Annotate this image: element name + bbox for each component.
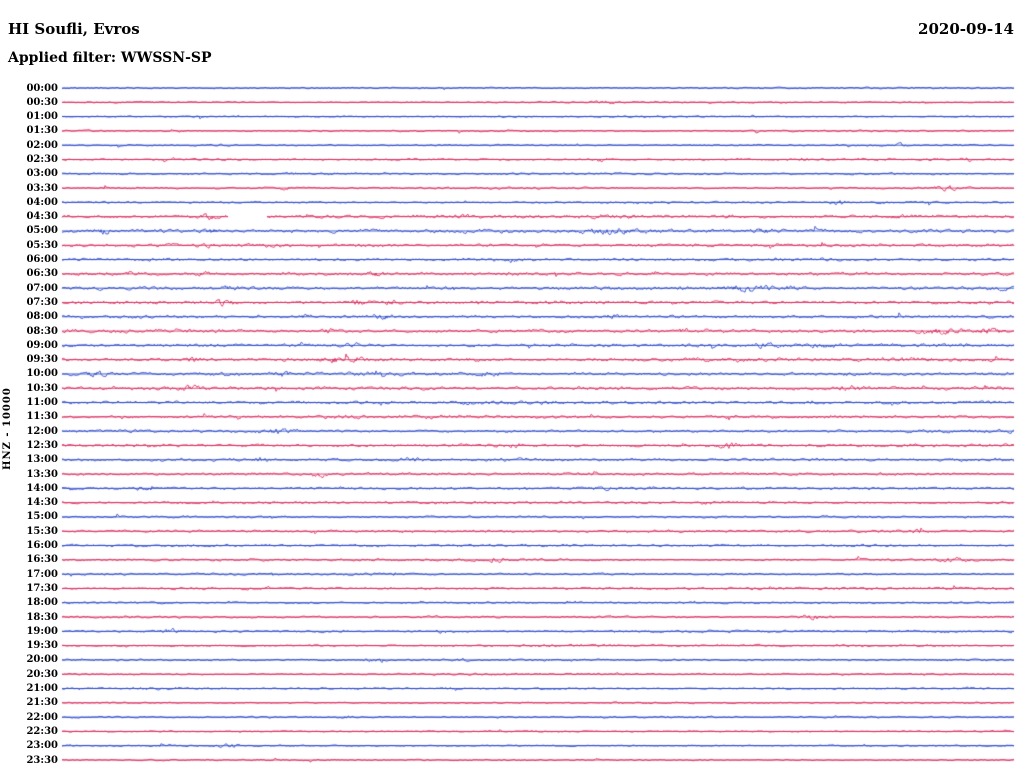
time-label: 22:30 (26, 725, 58, 737)
time-label: 19:00 (26, 625, 58, 637)
record-date: 2020-09-14 (918, 20, 1014, 38)
time-label: 08:00 (26, 311, 58, 323)
time-label: 18:30 (26, 611, 58, 623)
time-label: 11:30 (26, 411, 58, 423)
time-label: 03:30 (26, 182, 58, 194)
time-label: 22:00 (26, 711, 58, 723)
time-label: 23:00 (26, 740, 58, 752)
time-label: 10:00 (26, 368, 58, 380)
time-label: 21:30 (26, 697, 58, 709)
time-label: 16:30 (26, 554, 58, 566)
time-label: 00:30 (26, 96, 58, 108)
time-label: 12:00 (26, 425, 58, 437)
time-label: 02:30 (26, 153, 58, 165)
time-label: 04:30 (26, 211, 58, 223)
time-label: 01:00 (26, 111, 58, 123)
time-label: 15:00 (26, 511, 58, 523)
time-label: 05:30 (26, 239, 58, 251)
time-label: 20:30 (26, 668, 58, 680)
time-label: 12:30 (26, 439, 58, 451)
time-label: 13:30 (26, 468, 58, 480)
time-label: 06:00 (26, 254, 58, 266)
time-label: 06:30 (26, 268, 58, 280)
filter-label: Applied filter: WWSSN-SP (8, 50, 212, 66)
time-label: 10:30 (26, 382, 58, 394)
time-label: 02:00 (26, 139, 58, 151)
station-title: HI Soufli, Evros (8, 20, 140, 38)
time-label: 17:30 (26, 582, 58, 594)
time-label: 18:00 (26, 597, 58, 609)
time-label: 00:00 (26, 82, 58, 94)
time-label: 20:00 (26, 654, 58, 666)
time-label: 15:30 (26, 525, 58, 537)
time-label: 09:00 (26, 339, 58, 351)
time-label: 14:30 (26, 497, 58, 509)
time-label: 03:00 (26, 168, 58, 180)
time-label: 04:00 (26, 196, 58, 208)
time-label: 13:00 (26, 454, 58, 466)
time-label: 11:00 (26, 397, 58, 409)
time-label: 17:00 (26, 568, 58, 580)
time-label: 07:30 (26, 296, 58, 308)
time-label: 05:00 (26, 225, 58, 237)
time-label: 23:30 (26, 754, 58, 766)
time-label: 01:30 (26, 125, 58, 137)
time-label: 21:00 (26, 683, 58, 695)
time-label: 09:30 (26, 354, 58, 366)
time-label: 16:00 (26, 540, 58, 552)
time-label: 08:30 (26, 325, 58, 337)
time-label: 07:00 (26, 282, 58, 294)
time-label: 19:30 (26, 640, 58, 652)
time-label: 14:00 (26, 482, 58, 494)
